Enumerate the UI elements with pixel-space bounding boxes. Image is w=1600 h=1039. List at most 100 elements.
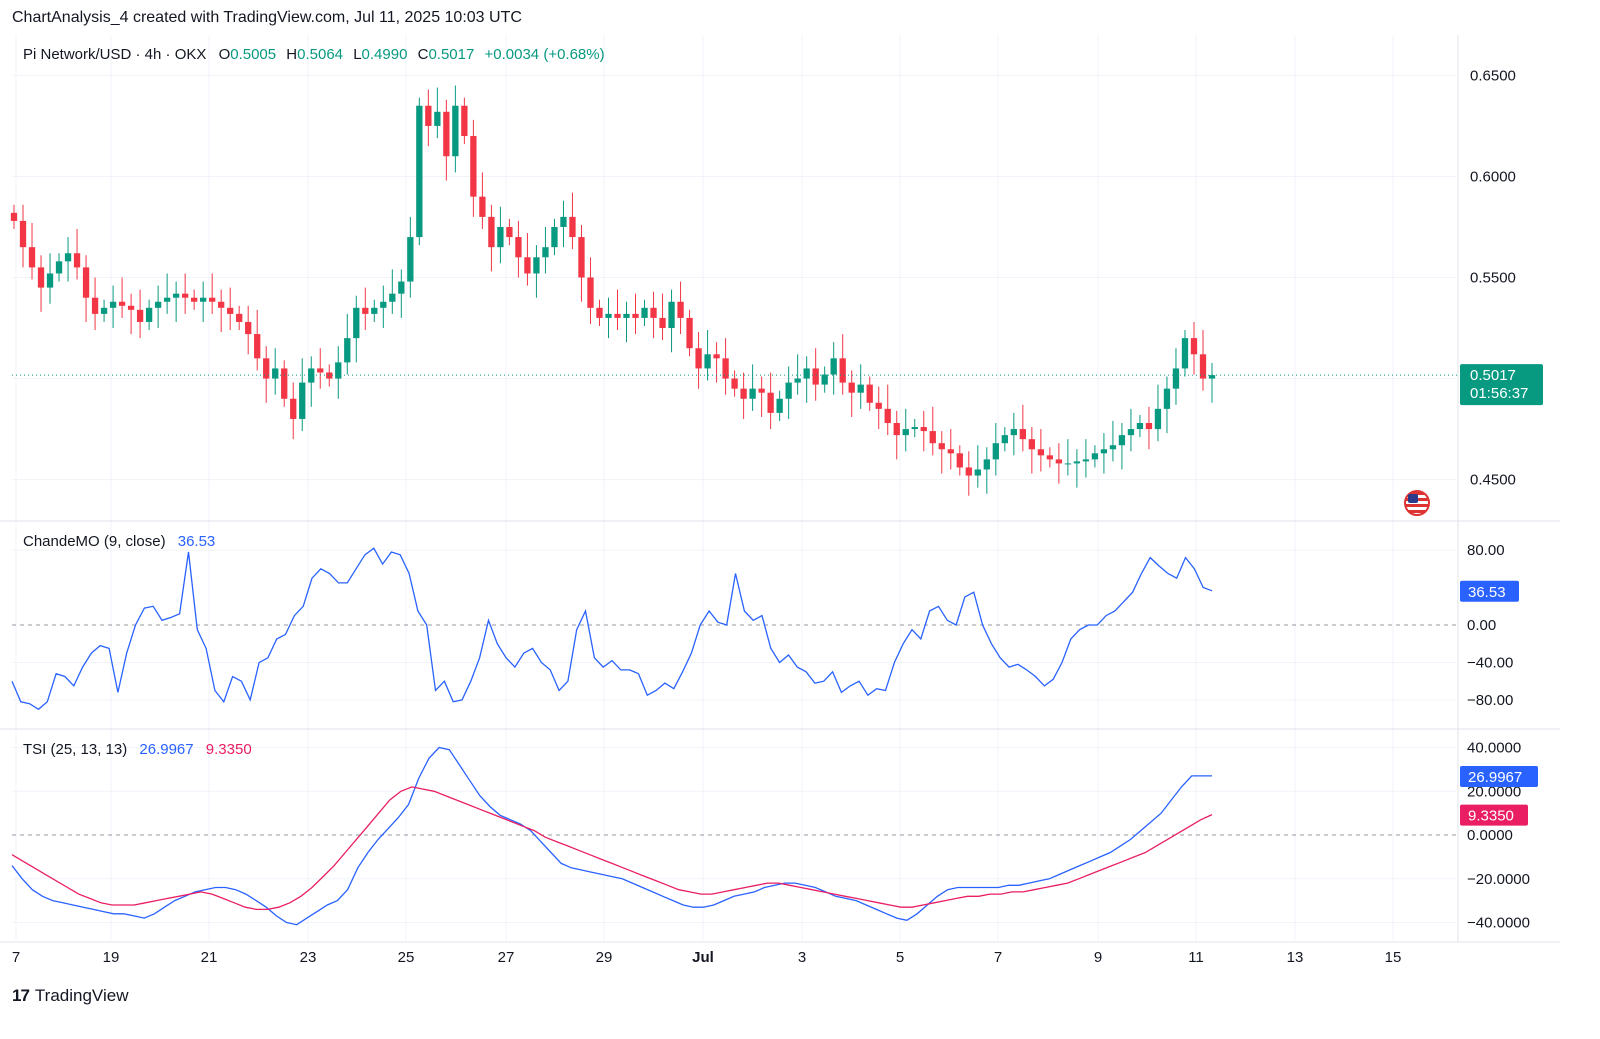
candle: [1010, 429, 1017, 436]
x-tick-label: Jul: [692, 949, 714, 966]
candle: [533, 257, 540, 274]
candle: [127, 305, 135, 310]
candle: [1118, 435, 1126, 446]
candle: [659, 317, 666, 329]
us-flag-icon[interactable]: [1404, 490, 1430, 516]
candle: [623, 313, 630, 318]
candle: [677, 301, 684, 318]
cmo-badge: [1460, 580, 1519, 602]
candle: [497, 226, 504, 248]
candle: [587, 277, 594, 308]
candle: [218, 301, 225, 308]
candle: [767, 392, 774, 413]
candle: [983, 459, 990, 470]
x-tick-label: 25: [398, 949, 415, 966]
candle: [992, 443, 999, 460]
cmo-line: [11, 547, 1213, 711]
tsi-signal-line: [11, 786, 1213, 911]
candle: [866, 384, 873, 403]
price-badge: [1460, 364, 1543, 406]
candle: [560, 216, 567, 227]
candle: [920, 427, 927, 432]
candle: [614, 313, 621, 318]
tsi-signal-badge: [1460, 804, 1528, 826]
candle: [1100, 449, 1108, 454]
close-value: 0.5017: [428, 46, 475, 63]
candle: [227, 307, 234, 314]
chande-legend: ChandeMO (9, close) 36.53: [23, 533, 223, 550]
candle: [821, 374, 828, 385]
chart-header: ChartAnalysis_4 created with TradingView…: [12, 9, 522, 26]
candle: [1019, 429, 1026, 440]
candle: [749, 388, 756, 399]
candle: [686, 317, 693, 349]
cmo-axis-tick: −40.00: [1467, 654, 1513, 671]
candle: [335, 362, 342, 379]
candle: [1181, 338, 1189, 369]
cmo-axis-tick: −80.00: [1467, 692, 1513, 709]
candle: [965, 467, 972, 476]
candle: [145, 307, 153, 322]
high-label: H: [286, 46, 298, 63]
candle: [515, 237, 522, 258]
candle: [209, 297, 216, 302]
footer: 17 TradingView: [12, 986, 128, 1006]
candle: [1145, 423, 1153, 430]
candle: [154, 301, 162, 308]
price-badge-value: 0.5017: [1470, 367, 1516, 384]
candle: [902, 429, 909, 436]
x-tick-label: 15: [1385, 949, 1402, 966]
close-label: C: [417, 46, 429, 63]
candle: [1082, 459, 1090, 462]
cmo-badge-value: 36.53: [1468, 584, 1506, 601]
candle: [73, 253, 81, 268]
candle: [1172, 368, 1180, 389]
tsi-signal-badge-value: 9.3350: [1468, 808, 1514, 825]
candle: [64, 253, 72, 262]
candle: [1190, 338, 1198, 355]
high-value: 0.5064: [297, 46, 344, 63]
candle: [290, 398, 297, 419]
cmo-axis-tick: 80.00: [1467, 542, 1505, 559]
candle: [109, 301, 117, 308]
candle: [461, 105, 468, 137]
price-axis-tick: 0.6500: [1470, 67, 1516, 84]
candle: [938, 443, 945, 450]
price-axis-tick: 0.4500: [1470, 472, 1516, 489]
candle: [1037, 449, 1045, 456]
x-tick-label: 7: [12, 949, 20, 966]
candle: [1064, 463, 1072, 465]
candle: [785, 382, 792, 399]
tsi-axis-tick: −20.0000: [1467, 871, 1530, 888]
candle: [542, 247, 549, 258]
candle: [1001, 435, 1008, 444]
candle: [929, 431, 936, 444]
candle: [803, 368, 810, 379]
candle: [434, 111, 441, 126]
candle: [596, 307, 603, 318]
x-tick-label: 19: [103, 949, 120, 966]
candle: [776, 398, 783, 413]
candle: [848, 382, 855, 393]
candle: [722, 358, 729, 379]
x-tick-label: 9: [1094, 949, 1102, 966]
candle: [398, 281, 405, 294]
candle: [1109, 445, 1117, 450]
candle: [1163, 388, 1171, 409]
x-tick-label: 5: [896, 949, 904, 966]
candle: [299, 382, 306, 419]
candle: [91, 297, 99, 314]
candle: [893, 423, 900, 436]
cmo-axis-tick: 0.00: [1467, 617, 1496, 634]
candle: [704, 354, 711, 369]
candle: [740, 388, 747, 399]
price-axis-tick: 0.6000: [1470, 168, 1516, 185]
candle: [263, 358, 270, 379]
candle: [947, 449, 954, 454]
candle: [181, 293, 189, 298]
tsi-axis-tick: −40.0000: [1467, 915, 1530, 932]
candle: [371, 307, 378, 314]
candle: [46, 273, 54, 288]
candle: [28, 247, 36, 268]
